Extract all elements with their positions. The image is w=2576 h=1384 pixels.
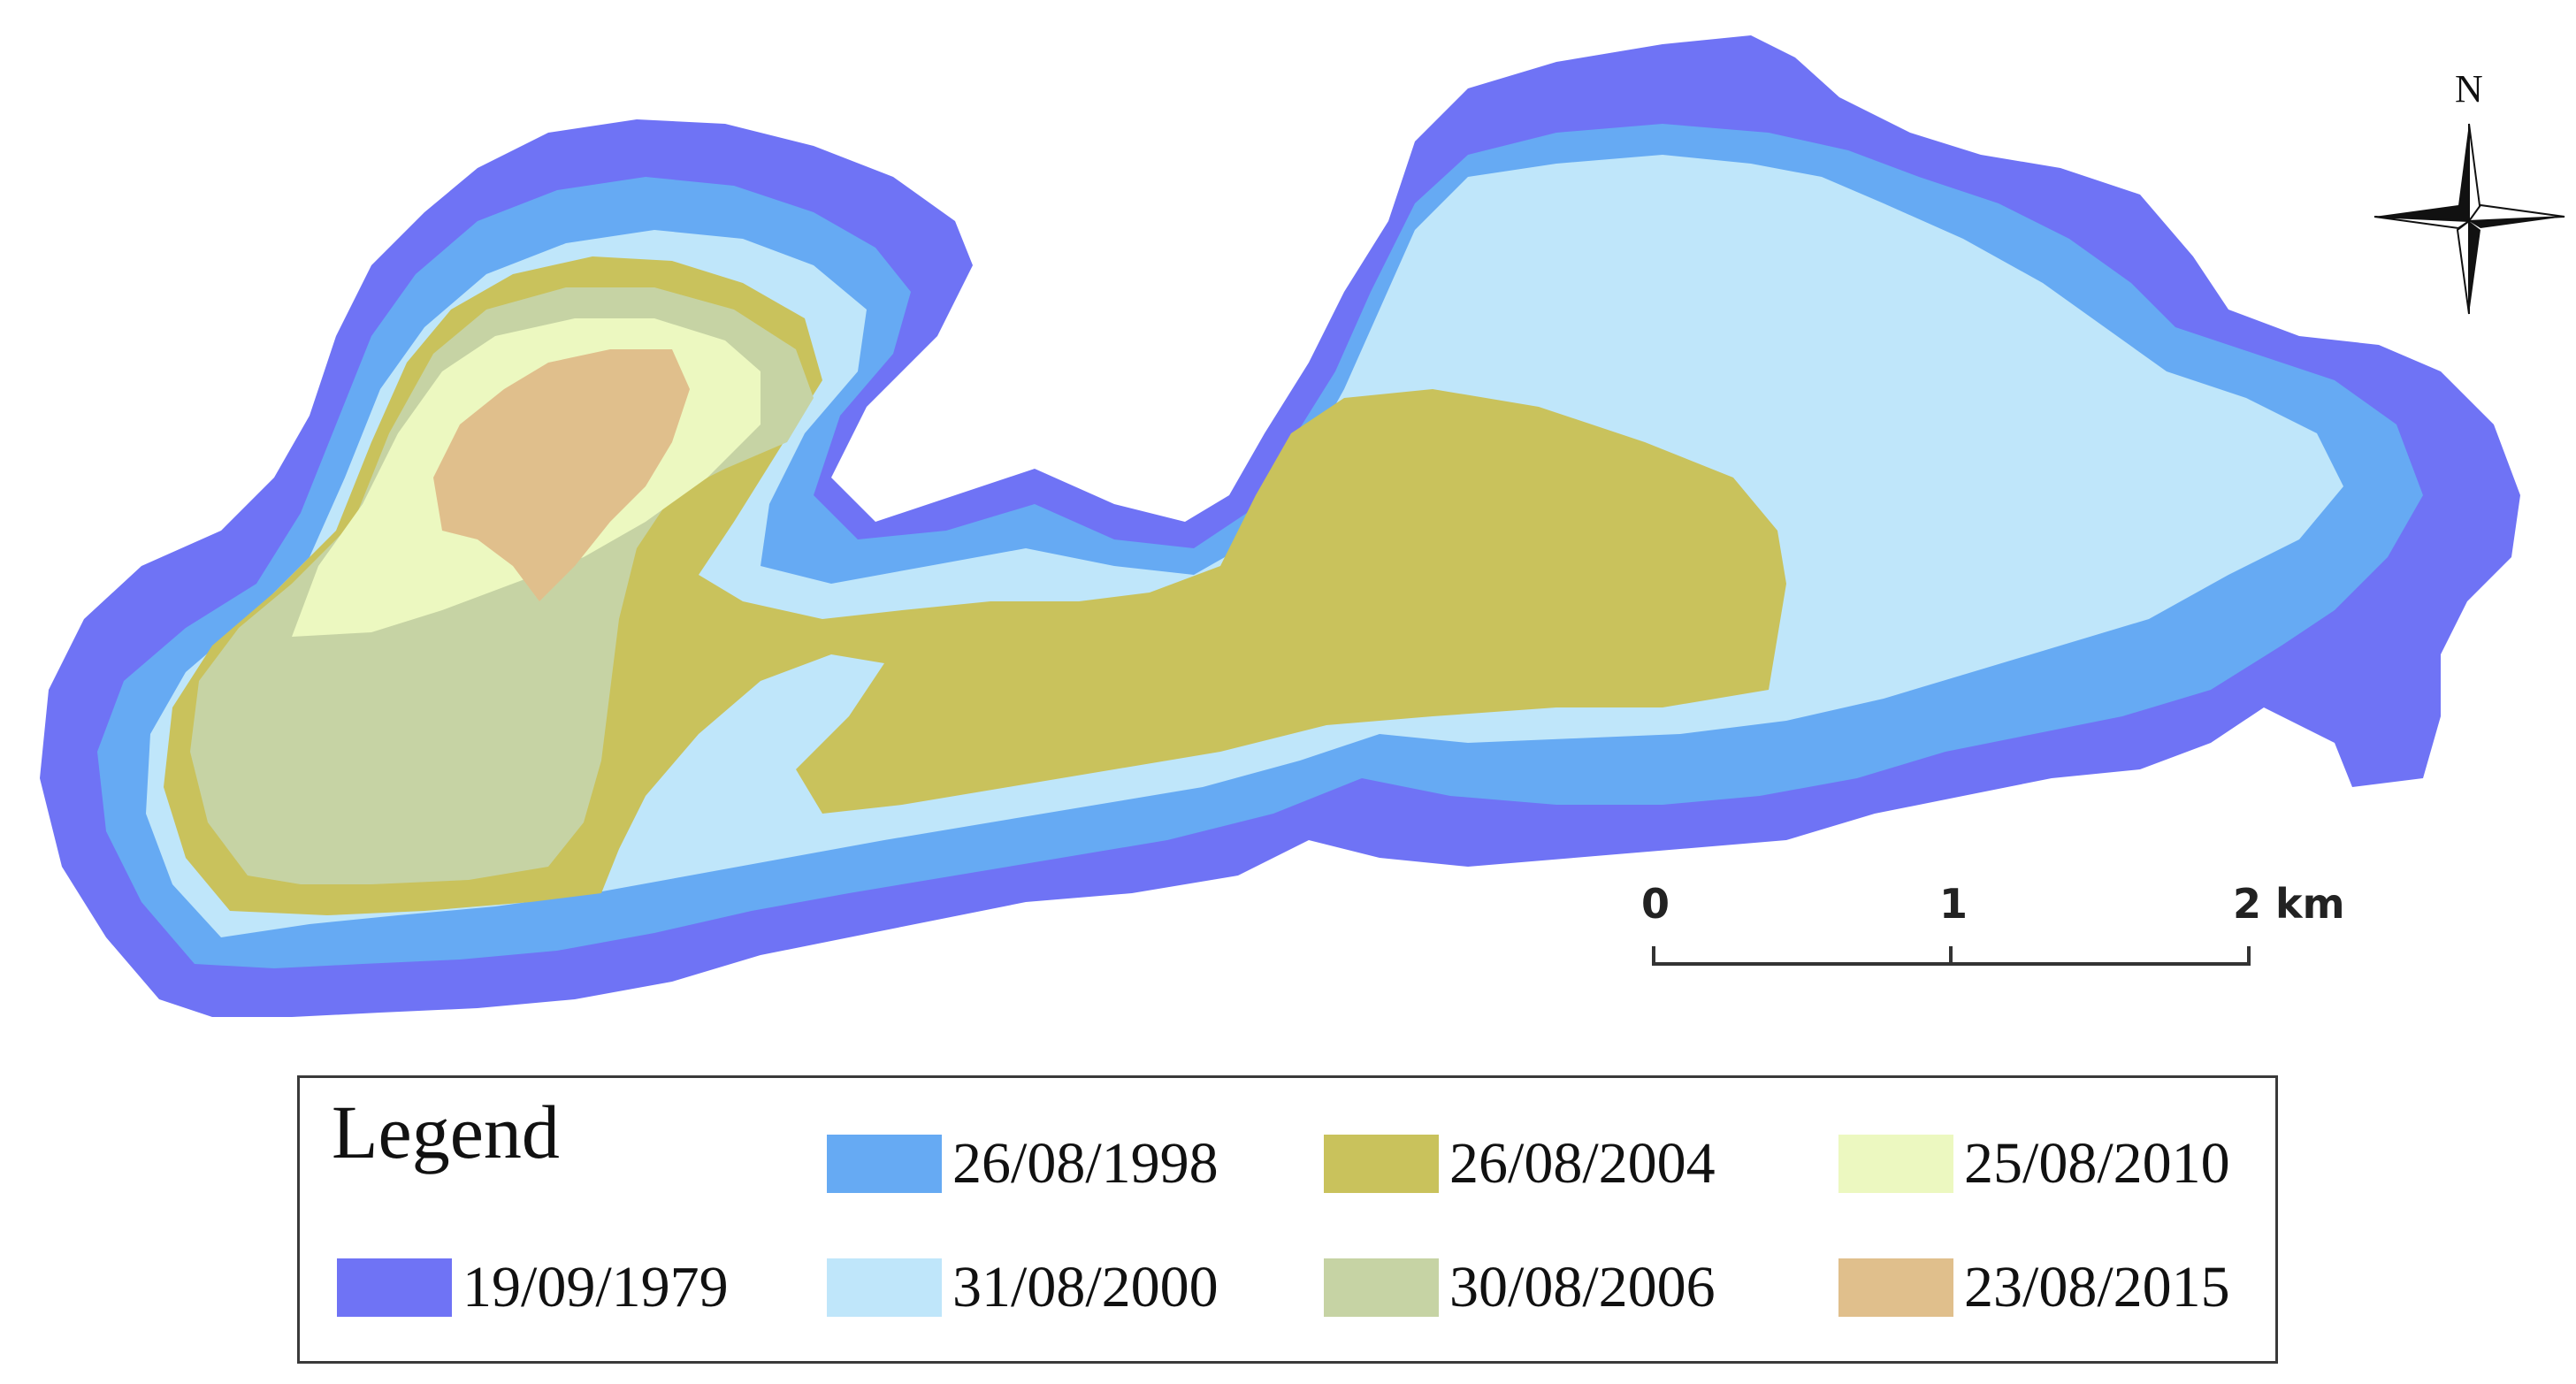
- legend-item-1979: 19/09/1979: [337, 1258, 729, 1317]
- legend-swatch: [337, 1258, 452, 1317]
- legend-swatch: [1838, 1258, 1953, 1317]
- legend-label: 26/08/2004: [1449, 1131, 1716, 1196]
- legend-swatch: [1324, 1258, 1439, 1317]
- legend-item-2000: 31/08/2000: [827, 1258, 1219, 1317]
- legend: Legend 19/09/1979 26/08/1998 31/08/2000 …: [297, 1075, 2278, 1364]
- legend-label: 26/08/1998: [952, 1131, 1219, 1196]
- legend-label: 23/08/2015: [1964, 1255, 2230, 1319]
- legend-swatch: [827, 1135, 942, 1193]
- legend-item-2015: 23/08/2015: [1838, 1258, 2230, 1317]
- legend-title: Legend: [332, 1090, 560, 1174]
- legend-label: 19/09/1979: [462, 1255, 729, 1319]
- legend-label: 25/08/2010: [1964, 1131, 2230, 1196]
- scale-tick-1: 1: [1939, 880, 1968, 928]
- legend-item-2010: 25/08/2010: [1838, 1135, 2230, 1193]
- scale-tick-2: 2 km: [2233, 880, 2345, 928]
- north-label: N: [2455, 67, 2483, 111]
- scale-tick-0: 0: [1641, 880, 1670, 928]
- legend-item-1998: 26/08/1998: [827, 1135, 1219, 1193]
- scale-bar: 0 1 2 km: [1641, 880, 2345, 966]
- legend-swatch: [827, 1258, 942, 1317]
- legend-label: 30/08/2006: [1449, 1255, 1716, 1319]
- legend-label: 31/08/2000: [952, 1255, 1219, 1319]
- legend-item-2004: 26/08/2004: [1324, 1135, 1716, 1193]
- extent-2015: [433, 349, 690, 601]
- legend-swatch: [1324, 1135, 1439, 1193]
- legend-swatch: [1838, 1135, 1953, 1193]
- legend-item-2006: 30/08/2006: [1324, 1258, 1716, 1317]
- north-arrow-icon: N: [2373, 67, 2565, 315]
